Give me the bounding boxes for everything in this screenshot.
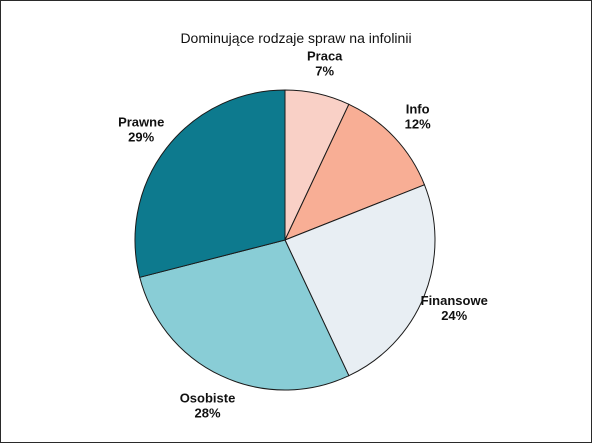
slice-label-osobiste: Osobiste 28% (180, 391, 236, 421)
pie-slice-finansowe (284, 184, 436, 377)
slice-label-praca: Praca 7% (307, 48, 343, 78)
chart-title: Dominujące rodzaje spraw na infolinii (180, 30, 412, 46)
pie-slice-info (284, 103, 426, 241)
pie-slice-prawne (134, 89, 286, 278)
slice-label-prawne: Prawne 29% (118, 114, 164, 144)
pie-slice-osobiste (139, 239, 350, 391)
slice-label-info: Info 12% (405, 101, 431, 131)
slice-label-finansowe: Finansowe 24% (421, 293, 488, 323)
